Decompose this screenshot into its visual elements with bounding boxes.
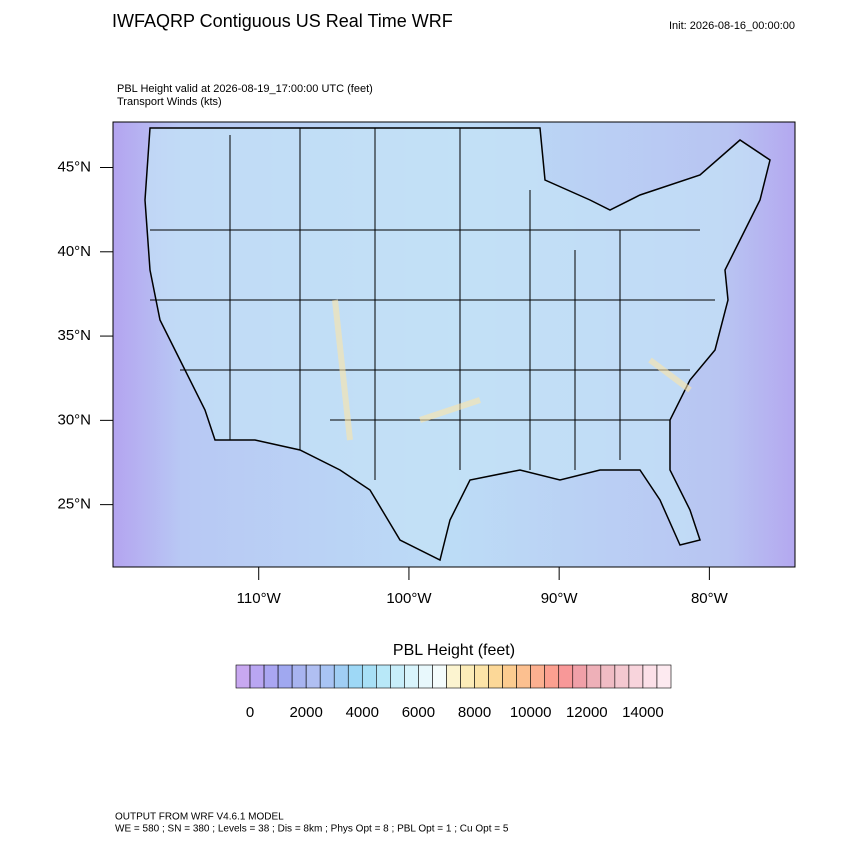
colorbar-box bbox=[572, 664, 588, 689]
colorbar-box bbox=[235, 664, 251, 689]
colorbar-box bbox=[347, 664, 363, 689]
colorbar-box bbox=[376, 664, 391, 689]
colorbar-tick-label: 12000 bbox=[566, 704, 608, 721]
y-tick-label: 40°N bbox=[57, 243, 91, 260]
x-tick-label: 90°W bbox=[541, 590, 579, 607]
title: IWFAQRP Contiguous US Real Time WRF bbox=[112, 11, 453, 31]
colorbar-box bbox=[460, 664, 475, 689]
colorbar-box bbox=[642, 664, 658, 689]
colorbar-box bbox=[586, 664, 602, 689]
y-tick-label: 30°N bbox=[57, 411, 91, 428]
pbl-highs bbox=[332, 299, 692, 441]
y-tick-label: 45°N bbox=[57, 158, 91, 175]
x-tick-label: 100°W bbox=[386, 590, 432, 607]
colorbar-box bbox=[305, 664, 321, 689]
state-borders bbox=[150, 128, 715, 480]
colorbar-box bbox=[277, 664, 293, 689]
colorbar-box bbox=[291, 664, 307, 689]
colorbar-box bbox=[446, 664, 461, 689]
map-frame bbox=[112, 121, 796, 568]
x-tick-label: 80°W bbox=[691, 590, 729, 607]
colorbar-box bbox=[614, 664, 630, 689]
colorbar-tick-label: 0 bbox=[246, 704, 254, 721]
colorbar-box bbox=[390, 664, 405, 689]
colorbar-box bbox=[544, 664, 560, 689]
subtitle: PBL Height valid at 2026-08-19_17:00:00 … bbox=[117, 83, 373, 95]
map bbox=[112, 121, 796, 568]
colorbar-box bbox=[558, 664, 574, 689]
colorbar-box bbox=[249, 664, 265, 689]
subtitle: Transport Winds (kts) bbox=[117, 96, 222, 108]
colorbar-box bbox=[418, 664, 433, 689]
colorbar-box bbox=[263, 664, 279, 689]
us-outline bbox=[144, 127, 771, 562]
colorbar-box bbox=[502, 664, 517, 689]
x-tick-label: 110°W bbox=[237, 590, 282, 607]
colorbar-title: PBL Height (feet) bbox=[393, 642, 515, 659]
colorbar-box bbox=[361, 664, 377, 689]
footer: WE = 580 ; SN = 380 ; Levels = 38 ; Dis … bbox=[115, 824, 509, 835]
colorbar-box bbox=[333, 664, 349, 689]
colorbar-box bbox=[600, 664, 616, 689]
colorbar-tick-label: 8000 bbox=[458, 704, 491, 721]
colorbar-tick-label: 14000 bbox=[622, 704, 664, 721]
colorbar-box bbox=[530, 664, 546, 689]
colorbar-box bbox=[516, 664, 531, 689]
colorbar-box bbox=[404, 664, 419, 689]
colorbar-tick-label: 10000 bbox=[510, 704, 552, 721]
colorbar-box bbox=[474, 664, 489, 689]
init-time: Init: 2026-08-16_00:00:00 bbox=[669, 20, 795, 32]
colorbar-tick-label: 4000 bbox=[346, 704, 379, 721]
y-tick-label: 35°N bbox=[57, 327, 91, 344]
footer: OUTPUT FROM WRF V4.6.1 MODEL bbox=[115, 812, 284, 823]
colorbar-box bbox=[432, 664, 447, 689]
colorbar-box bbox=[319, 664, 335, 689]
colorbar-box bbox=[656, 664, 672, 689]
colorbar-tick-label: 2000 bbox=[289, 704, 322, 721]
colorbar-box bbox=[628, 664, 644, 689]
y-tick-label: 25°N bbox=[57, 496, 91, 513]
colorbar-box bbox=[488, 664, 503, 689]
colorbar-tick-label: 6000 bbox=[402, 704, 435, 721]
